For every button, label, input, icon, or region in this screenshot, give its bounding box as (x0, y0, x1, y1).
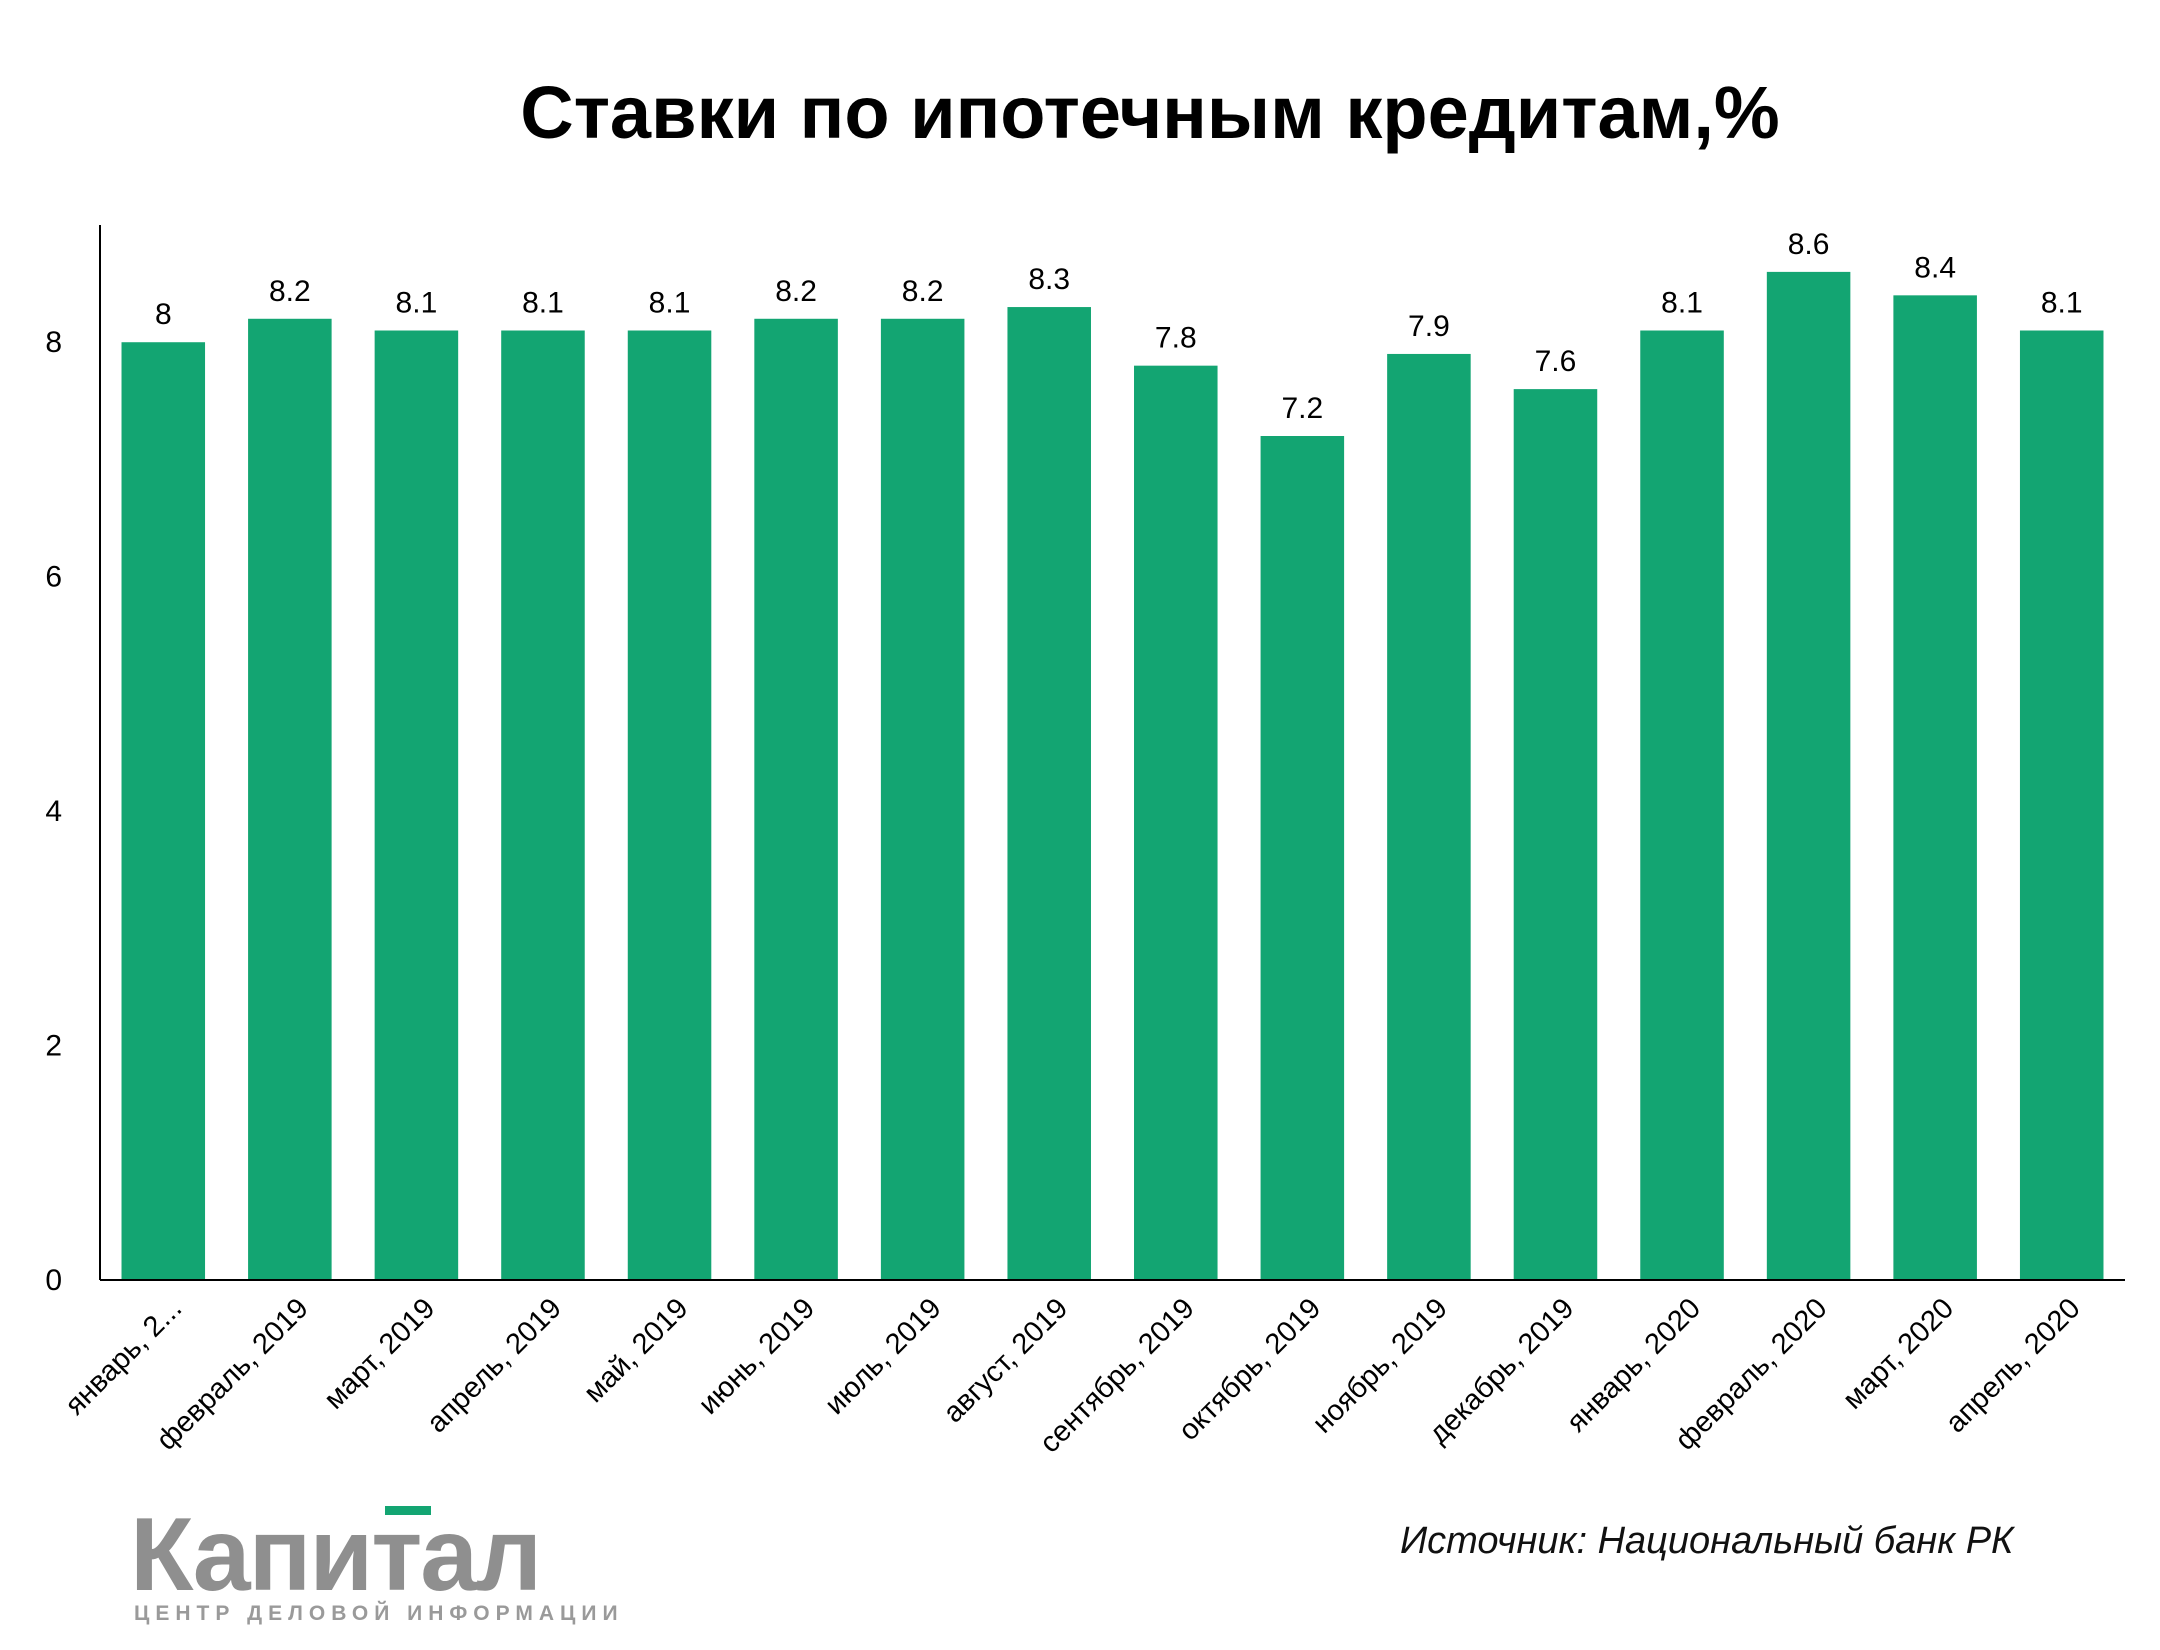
bar-value-label: 8.2 (902, 275, 944, 308)
x-tick-label: май, 2019 (578, 1292, 695, 1409)
bar (880, 318, 965, 1280)
bar (1007, 307, 1091, 1280)
bar-value-label: 8.1 (2041, 287, 2083, 320)
x-tick-label: апрель, 2020 (1940, 1292, 2087, 1439)
x-tick-label: март, 2019 (318, 1292, 441, 1415)
y-axis-ticks: 0 2 4 6 8 (45, 326, 62, 1297)
bar (754, 318, 838, 1280)
bar (248, 318, 332, 1280)
bar-value-label: 8.1 (1661, 287, 1703, 320)
bar-value-label: 8.1 (649, 287, 691, 320)
bar-value-label: 8.4 (1914, 251, 1956, 284)
bar (1766, 271, 1851, 1280)
bar-value-label: 7.9 (1408, 310, 1450, 343)
bar-value-label: 7.2 (1281, 392, 1323, 425)
y-tick-label: 6 (45, 561, 62, 594)
bar-value-label: 8.6 (1788, 228, 1830, 261)
y-tick-label: 8 (45, 326, 62, 359)
x-axis-labels: январь, 2...февраль, 2019 март, 2019апрел… (59, 1292, 2087, 1459)
logo-wordmark: Капитал (130, 1497, 542, 1613)
x-tick-label: январь, 2020 (1561, 1292, 1707, 1438)
x-tick-label: июнь, 2019 (693, 1292, 821, 1420)
bar-value-label: 8.3 (1028, 263, 1070, 296)
bar-value-label: 7.8 (1155, 322, 1197, 355)
bars (121, 271, 2104, 1281)
x-tick-label: август, 2019 (937, 1292, 1074, 1429)
x-tick-label: март, 2020 (1837, 1292, 1960, 1415)
source-note: Источник: Национальный банк РК (1400, 1520, 2014, 1562)
data-labels: 8 8.2 8.1 8.1 8.1 8.2 8.2 8.3 7.8 7.2 7.9 7.6 8.1 8.6… (155, 228, 2083, 425)
bar (1893, 295, 1977, 1280)
chart-title: Ставки по ипотечным кредитам,% (520, 71, 1780, 154)
x-tick-label: январь, 2... (59, 1292, 188, 1421)
bar (1387, 353, 1471, 1280)
bar-value-label: 8.1 (522, 287, 564, 320)
bar-value-label: 7.6 (1535, 345, 1577, 378)
bar (501, 330, 585, 1280)
logo-accent-bar (385, 1506, 431, 1515)
bar-value-label: 8 (155, 298, 172, 331)
bar (121, 342, 206, 1280)
bar (627, 330, 712, 1280)
x-tick-label: июль, 2019 (819, 1292, 948, 1421)
bar (2019, 330, 2104, 1280)
bar-value-label: 8.2 (269, 275, 311, 308)
bar (1260, 436, 1345, 1280)
kapital-logo: Капитал ЦЕНТР ДЕЛОВОЙ ИНФОРМАЦИИ (130, 1497, 618, 1630)
logo-subtitle: ЦЕНТР ДЕЛОВОЙ ИНФОРМАЦИИ (134, 1602, 624, 1625)
bar (1640, 330, 1724, 1280)
bar (374, 330, 459, 1280)
bar-value-label: 8.2 (775, 275, 817, 308)
y-tick-label: 4 (45, 795, 62, 828)
bar (1134, 365, 1218, 1281)
x-tick-label: апрель, 2019 (421, 1292, 568, 1439)
y-tick-label: 2 (45, 1030, 62, 1063)
bar (1513, 389, 1598, 1281)
bar-chart: 0 2 4 6 8 8 8.2 8.1 8.1 8.1 8.2 8.2 8.3 7.8 7.2 7.9 7.6… (45, 225, 2125, 1459)
bar-value-label: 8.1 (396, 287, 438, 320)
y-tick-label: 0 (45, 1264, 62, 1297)
